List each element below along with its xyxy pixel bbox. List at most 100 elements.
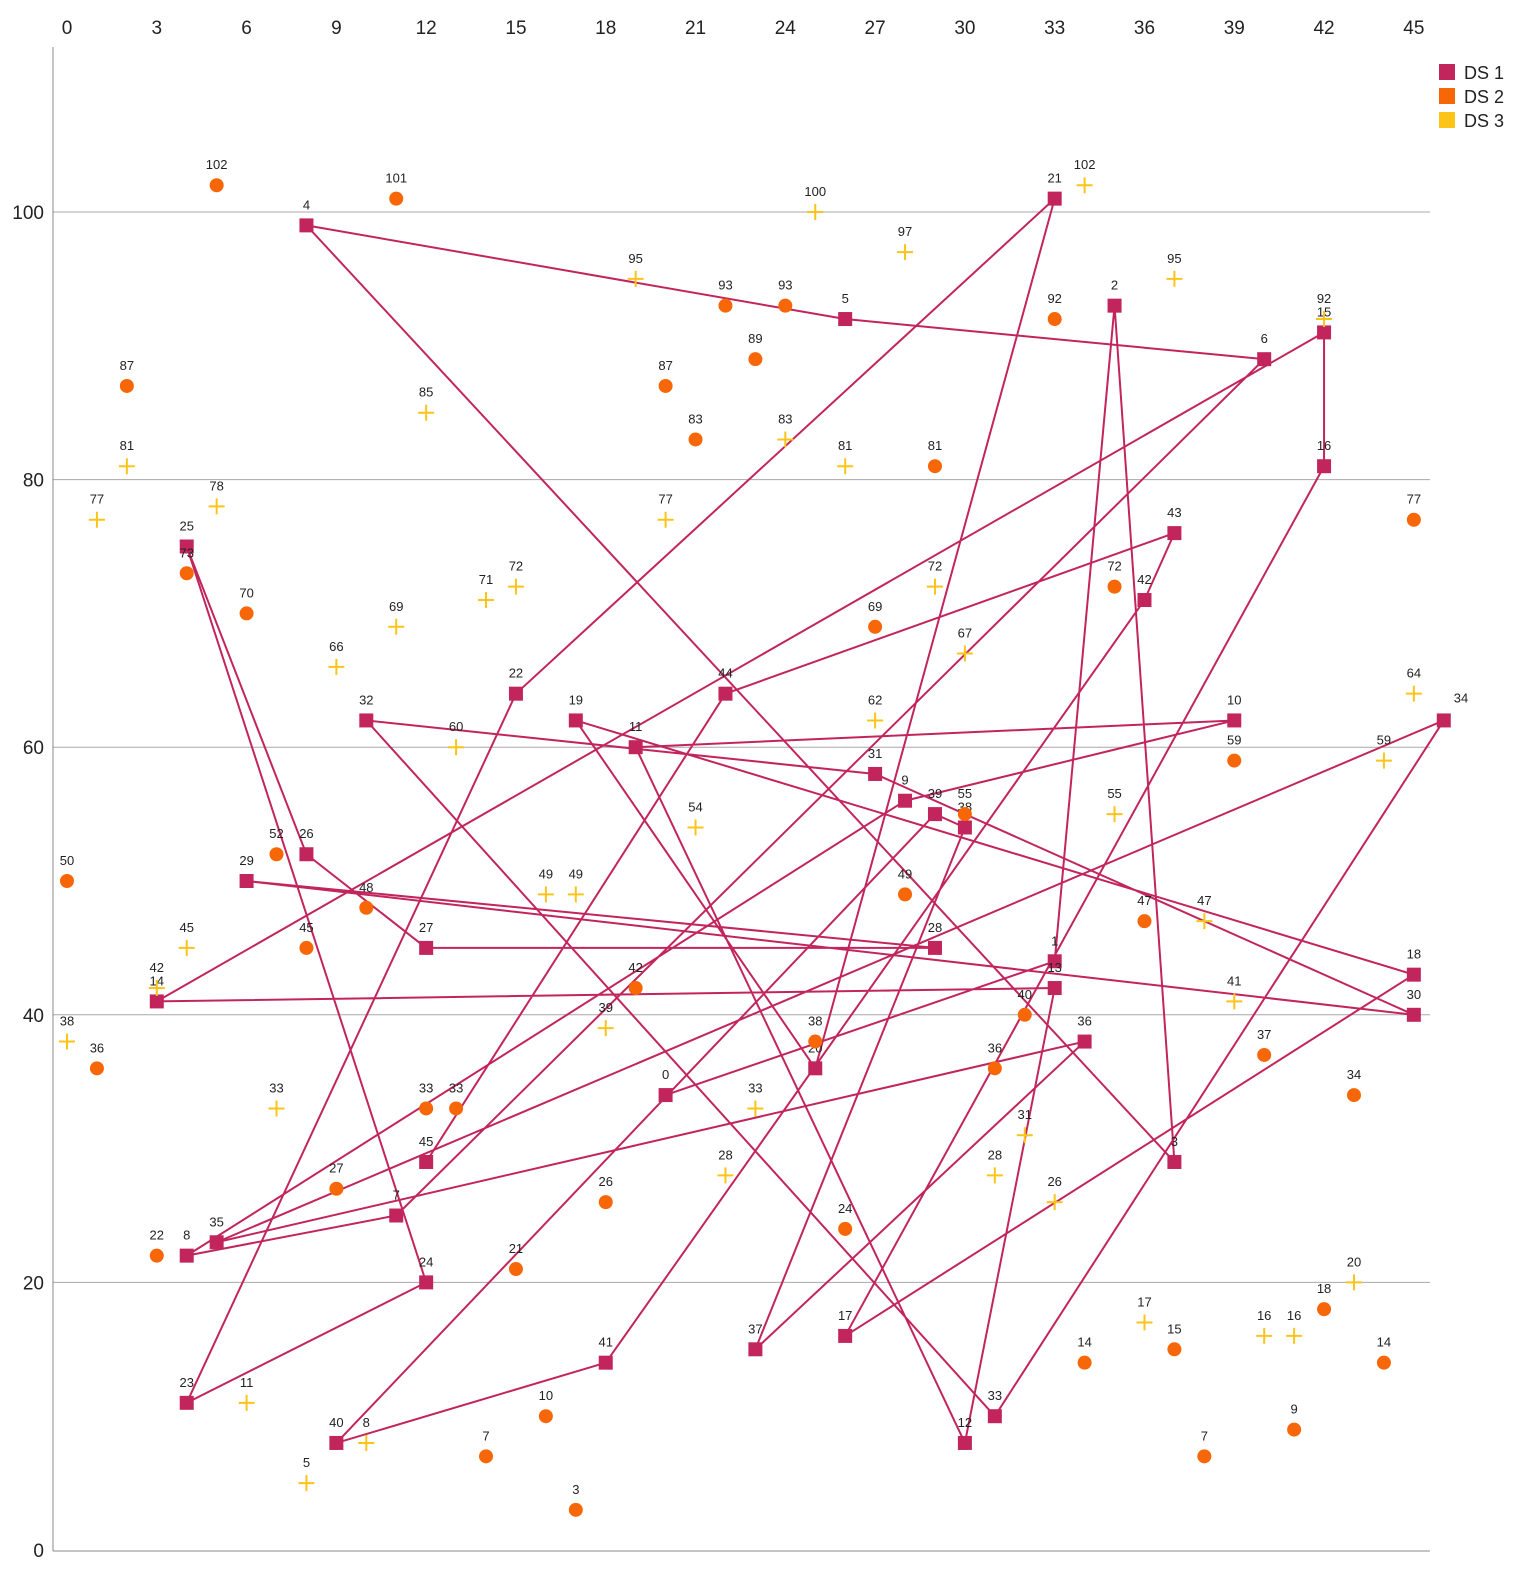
x-tick-label: 36 (1134, 18, 1155, 39)
data-label: 39 (599, 1000, 613, 1015)
data-label: 40 (329, 1415, 343, 1430)
data-point-cross (956, 645, 973, 662)
data-point-cross (687, 819, 704, 836)
data-label: 28 (988, 1147, 1002, 1162)
data-label: 30 (1407, 987, 1421, 1002)
data-label: 93 (718, 278, 732, 293)
data-label: 92 (1047, 291, 1061, 306)
data-label: 33 (988, 1388, 1002, 1403)
data-point-circle (179, 566, 194, 581)
data-label: 18 (1407, 947, 1421, 962)
data-point-cross (1046, 1194, 1063, 1211)
data-point-circle (1287, 1422, 1302, 1437)
data-point-cross (747, 1100, 764, 1117)
data-point-square (508, 686, 523, 701)
data-point-cross (1016, 1127, 1033, 1144)
data-label: 28 (718, 1147, 732, 1162)
data-label: 59 (1227, 733, 1241, 748)
data-point-circle (748, 352, 763, 367)
data-point-cross (59, 1033, 75, 1050)
data-label: 7 (1201, 1428, 1208, 1443)
data-point-square (209, 1235, 224, 1250)
data-label: 22 (150, 1228, 164, 1243)
data-label: 5 (303, 1455, 310, 1470)
data-label: 10 (539, 1388, 553, 1403)
data-point-circle (419, 1101, 434, 1116)
data-label: 31 (1018, 1107, 1032, 1122)
data-label: 16 (1287, 1308, 1301, 1323)
data-label: 77 (1407, 492, 1421, 507)
data-label: 45 (419, 1134, 433, 1149)
data-point-cross (1106, 806, 1123, 823)
data-point-circle (1107, 579, 1122, 594)
data-point-cross (1345, 1274, 1362, 1291)
data-label: 67 (958, 626, 972, 641)
data-point-circle (568, 1502, 583, 1517)
x-tick-label: 3 (152, 18, 163, 39)
data-label: 81 (928, 438, 942, 453)
data-point-circle (538, 1409, 553, 1424)
data-label: 16 (1317, 438, 1331, 453)
data-point-circle (1137, 914, 1152, 929)
data-label: 3 (1171, 1134, 1178, 1149)
data-label: 33 (419, 1080, 433, 1095)
data-point-square (1317, 325, 1332, 340)
x-tick-label: 33 (1044, 18, 1065, 39)
data-point-square (1047, 954, 1062, 969)
data-label: 47 (1197, 893, 1211, 908)
data-point-cross (358, 1434, 375, 1451)
data-label: 19 (569, 692, 583, 707)
data-point-square (808, 1061, 823, 1076)
data-point-circle (209, 178, 224, 193)
data-label: 27 (329, 1161, 343, 1176)
data-label: 81 (120, 438, 134, 453)
axes (52, 47, 1430, 1552)
data-label: 31 (868, 746, 882, 761)
data-label: 49 (539, 866, 553, 881)
data-label: 32 (359, 692, 373, 707)
data-label: 9 (1291, 1402, 1298, 1417)
data-label: 55 (958, 786, 972, 801)
data-label: 102 (1074, 157, 1096, 172)
legend-label: DS 1 (1464, 63, 1504, 83)
data-label: 97 (898, 224, 912, 239)
data-label: 16 (1257, 1308, 1271, 1323)
data-label: 83 (688, 411, 702, 426)
data-point-square (1137, 593, 1152, 608)
data-point-cross (1226, 993, 1243, 1010)
y-tick-label: 100 (12, 203, 44, 224)
data-point-circle (1346, 1088, 1361, 1103)
data-point-circle (1077, 1355, 1092, 1370)
data-point-cross (1286, 1327, 1303, 1344)
data-point-cross (567, 886, 584, 903)
data-label: 41 (599, 1335, 613, 1350)
data-label: 69 (389, 599, 403, 614)
data-point-circle (688, 432, 703, 447)
data-label: 21 (509, 1241, 523, 1256)
data-label: 37 (748, 1321, 762, 1336)
data-point-cross (837, 458, 854, 475)
data-label: 29 (239, 853, 253, 868)
data-label: 3 (572, 1482, 579, 1497)
data-label: 44 (718, 666, 732, 681)
data-point-circle (89, 1061, 104, 1076)
data-label: 38 (808, 1014, 822, 1029)
data-label: 1 (1051, 933, 1058, 948)
y-tick-label: 80 (23, 471, 44, 492)
data-point-cross (238, 1394, 255, 1411)
data-point-cross (448, 739, 465, 756)
data-point-square (628, 740, 643, 755)
x-tick-label: 30 (954, 18, 975, 39)
data-label: 11 (240, 1375, 254, 1390)
data-point-circle (389, 191, 404, 206)
data-point-square (359, 713, 374, 728)
data-point-square (1317, 459, 1332, 474)
data-label: 72 (928, 559, 942, 574)
y-tick-label: 0 (33, 1541, 44, 1562)
legend-label: DS 2 (1464, 87, 1504, 107)
data-point-circle (598, 1195, 613, 1210)
data-point-square (299, 847, 314, 862)
data-point-square (1107, 298, 1122, 313)
data-point-cross (208, 498, 225, 515)
